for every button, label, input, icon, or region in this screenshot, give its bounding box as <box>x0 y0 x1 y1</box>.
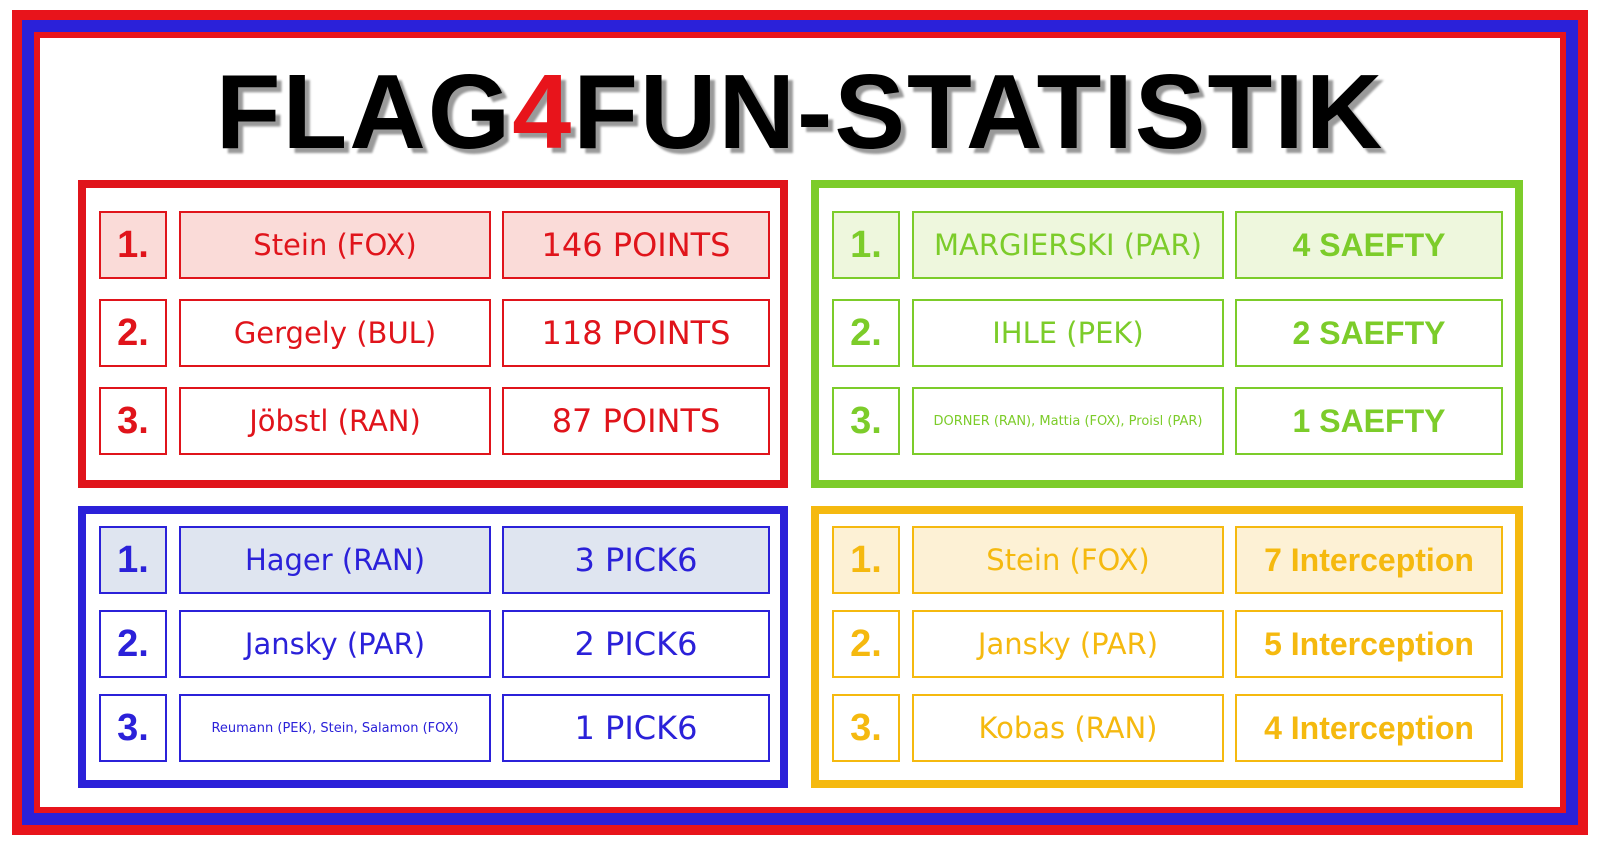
rank-cell: 3. <box>832 694 900 762</box>
stat-cell: 87 POINTS <box>502 387 770 455</box>
stat-cell: 7 Interception <box>1235 526 1503 594</box>
name-cell: Jöbstl (RAN) <box>179 387 491 455</box>
name-cell: Kobas (RAN) <box>912 694 1224 762</box>
rank-cell: 1. <box>99 211 167 279</box>
name-cell: MARGIERSKI (PAR) <box>912 211 1224 279</box>
inner-frame <box>34 32 1566 813</box>
stat-cell: 4 Interception <box>1235 694 1503 762</box>
rank-cell: 1. <box>832 526 900 594</box>
stat-panel: 1. Stein (FOX) 146 POINTS 2. Gergely (BUL) 11… <box>78 180 788 488</box>
stat-cell: 2 PICK6 <box>502 610 770 678</box>
outer-frame <box>12 10 1588 835</box>
name-cell: IHLE (PEK) <box>912 299 1224 367</box>
rank-cell: 3. <box>99 387 167 455</box>
title: FLAG4FUN-STATISTIK <box>0 52 1600 172</box>
stat-cell: 118 POINTS <box>502 299 770 367</box>
stat-cell: 4 SAEFTY <box>1235 211 1503 279</box>
name-cell: Reumann (PEK), Stein, Salamon (FOX) <box>179 694 491 762</box>
rank-cell: 2. <box>99 299 167 367</box>
title-part: 4 <box>512 53 574 171</box>
stat-cell: 3 PICK6 <box>502 526 770 594</box>
name-cell: Jansky (PAR) <box>912 610 1224 678</box>
stat-cell: 5 Interception <box>1235 610 1503 678</box>
rank-cell: 1. <box>832 211 900 279</box>
rank-cell: 2. <box>832 610 900 678</box>
name-cell: Jansky (PAR) <box>179 610 491 678</box>
stat-panel: 1. Stein (FOX) 7 Interception 2. Jansky (PAR… <box>811 506 1523 788</box>
name-cell: Stein (FOX) <box>179 211 491 279</box>
stat-panel: 1. MARGIERSKI (PAR) 4 SAEFTY 2. IHLE (PEK) 2 … <box>811 180 1523 488</box>
stat-panel: 1. Hager (RAN) 3 PICK6 2. Jansky (PAR) 2 PICK… <box>78 506 788 788</box>
stat-cell: 146 POINTS <box>502 211 770 279</box>
rank-cell: 3. <box>832 387 900 455</box>
rank-cell: 1. <box>99 526 167 594</box>
name-cell: Gergely (BUL) <box>179 299 491 367</box>
stat-cell: 2 SAEFTY <box>1235 299 1503 367</box>
rank-cell: 2. <box>99 610 167 678</box>
rank-cell: 3. <box>99 694 167 762</box>
rank-cell: 2. <box>832 299 900 367</box>
name-cell: DORNER (RAN), Mattia (FOX), Proisl (PAR) <box>912 387 1224 455</box>
stat-cell: 1 SAEFTY <box>1235 387 1503 455</box>
stat-cell: 1 PICK6 <box>502 694 770 762</box>
middle-frame <box>22 20 1578 825</box>
name-cell: Hager (RAN) <box>179 526 491 594</box>
title-part: FLAG <box>215 53 513 171</box>
name-cell: Stein (FOX) <box>912 526 1224 594</box>
title-part: FUN-STATISTIK <box>573 53 1385 171</box>
